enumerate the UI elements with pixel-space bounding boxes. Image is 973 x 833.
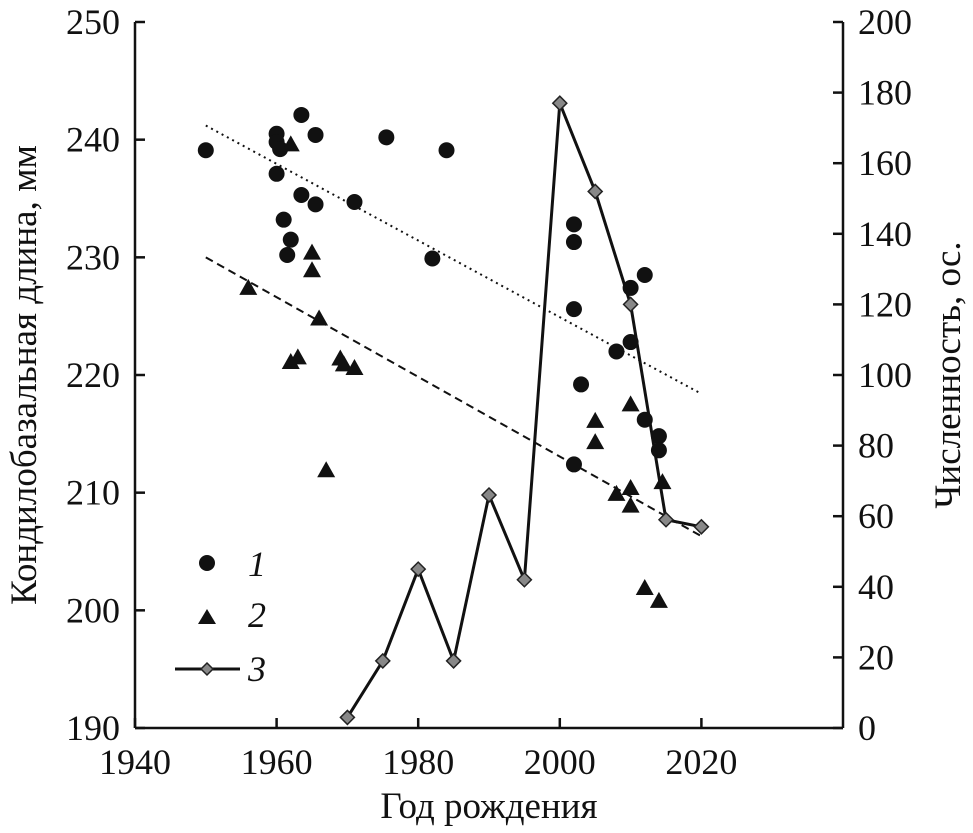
legend-triangle-marker xyxy=(198,609,216,624)
series-2-point xyxy=(239,278,258,295)
x-tick-label: 1940 xyxy=(99,742,171,782)
series-1-point xyxy=(622,279,639,296)
y2-tick-label: 120 xyxy=(858,284,912,324)
y-tick-label: 210 xyxy=(66,473,120,513)
series-1-point xyxy=(636,411,653,428)
series-3-point xyxy=(410,561,427,578)
series-1-point xyxy=(275,211,292,228)
y2-tick-label: 40 xyxy=(858,567,894,607)
trendline-series-1 xyxy=(205,124,702,395)
y2-tick-label: 100 xyxy=(858,355,912,395)
y2-tick-label: 160 xyxy=(858,143,912,183)
series-1-point xyxy=(293,106,310,123)
y-tick-label: 220 xyxy=(66,355,120,395)
series-1-point xyxy=(565,301,582,318)
x-tick-label: 1980 xyxy=(382,742,454,782)
y-tick-label: 200 xyxy=(66,590,120,630)
legend-label-2: 2 xyxy=(248,595,266,635)
y-tick-label: 240 xyxy=(66,120,120,160)
series-1-point xyxy=(197,142,214,159)
series-3-line xyxy=(346,102,702,719)
y-axis-title: Кондилобазальная длина, мм xyxy=(4,145,45,605)
y2-tick-label: 140 xyxy=(858,214,912,254)
y2-tick-label: 180 xyxy=(858,73,912,113)
series-2-point xyxy=(310,309,329,326)
trendlines xyxy=(205,124,702,538)
series-1-point xyxy=(622,334,639,351)
series-2-point xyxy=(586,411,605,428)
series-2-point xyxy=(649,591,668,608)
series-2-point xyxy=(621,478,640,495)
series-1-point xyxy=(346,194,363,211)
series-1-point xyxy=(565,456,582,473)
series-3-point xyxy=(622,296,639,313)
series-2-point xyxy=(334,355,353,372)
y2-axis-title: Численность, ос. xyxy=(928,241,969,508)
y2-tick-label: 0 xyxy=(858,708,876,748)
series-2-point xyxy=(621,496,640,513)
series-3-point xyxy=(693,518,710,535)
series-3-point xyxy=(551,95,568,112)
series-3-point xyxy=(516,571,533,588)
series-1-point xyxy=(282,231,299,248)
y-tick-label: 250 xyxy=(66,2,120,42)
x-tick-label: 2000 xyxy=(524,742,596,782)
series-2-point xyxy=(621,395,640,412)
series-2-point xyxy=(281,135,300,152)
series-2-point xyxy=(288,348,307,365)
x-tick-label: 1960 xyxy=(241,742,313,782)
series-2-point xyxy=(345,358,364,375)
series-2-point xyxy=(653,473,672,490)
series-1-point xyxy=(307,196,324,213)
series-1-point xyxy=(268,165,285,182)
markers xyxy=(197,95,710,726)
series-3-point xyxy=(339,709,356,726)
series-2-point xyxy=(303,243,321,260)
y-tick-label: 230 xyxy=(66,237,120,277)
series-1-point xyxy=(650,442,667,459)
series-1-point xyxy=(272,141,289,158)
series-2-point xyxy=(317,461,336,478)
y-tick-label: 190 xyxy=(66,708,120,748)
series-1-point xyxy=(608,343,625,360)
series-2-point xyxy=(607,484,626,501)
series-2-point xyxy=(303,261,321,278)
y2-tick-label: 80 xyxy=(858,426,894,466)
series-1-point xyxy=(307,126,324,143)
y2-tick-label: 20 xyxy=(858,637,894,677)
series-3-point xyxy=(374,652,391,669)
legend: 1 2 3 xyxy=(175,544,266,689)
series-1-point xyxy=(424,250,441,267)
series-3-point xyxy=(445,652,462,669)
x-axis-title: Год рождения xyxy=(380,786,597,827)
x-tick-label: 2020 xyxy=(665,742,737,782)
series-3-point xyxy=(657,511,675,528)
legend-circle-marker xyxy=(199,555,215,571)
series-3-point xyxy=(587,183,604,200)
series-1-point xyxy=(438,142,455,159)
series-1-point xyxy=(565,234,582,251)
series-1-point xyxy=(573,376,590,393)
series-1-point xyxy=(565,216,582,233)
y2-tick-label: 60 xyxy=(858,496,894,536)
series-3-point xyxy=(480,486,498,504)
ticks: 1940 1960 1980 2000 202019020021022023024025… xyxy=(66,2,912,782)
series-1-point xyxy=(293,186,310,203)
legend-label-3: 3 xyxy=(247,649,266,689)
series-2-point xyxy=(586,433,605,450)
series-1-point xyxy=(636,266,653,283)
series-1-point xyxy=(378,129,395,146)
series-3-line-group xyxy=(346,102,702,719)
legend-label-1: 1 xyxy=(248,544,266,584)
series-1-point xyxy=(650,428,667,445)
series-2-point xyxy=(635,578,654,595)
y2-tick-label: 200 xyxy=(858,2,912,42)
series-1-point xyxy=(279,246,296,263)
legend-diamond-marker xyxy=(199,661,215,677)
